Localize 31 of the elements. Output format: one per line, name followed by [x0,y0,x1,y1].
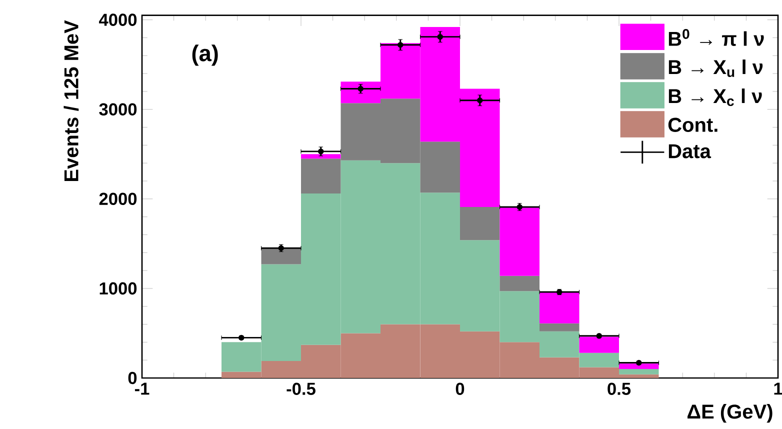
y-tick-label: 0 [128,372,137,384]
bar [261,248,302,264]
point [477,98,483,104]
bar [301,154,341,159]
legend-label: B → X$_{u}$ l ν [668,60,763,78]
legend-label: B$^{0}$ → π l ν [668,29,764,46]
bar [460,206,500,240]
y-axis-title: Events / 125 MeV [64,20,79,182]
x-tick-label: 0 [456,382,464,395]
bar [500,206,540,276]
y-tick-label: 3000 [99,103,137,116]
y-tick-label: 2000 [99,192,137,206]
legend-label: B → X$_{c}$ l ν [668,88,762,106]
legend-label: Cont. [668,118,718,132]
annotation: (a) [192,44,218,66]
point [437,34,443,40]
bar [540,323,580,332]
bar [579,336,620,353]
bar [619,369,659,374]
x-tick-label: -1 [134,382,150,395]
x-tick-label: 1 [774,382,782,395]
x-tick-label: 0.5 [608,382,631,395]
bar [500,276,540,292]
bar [540,292,580,324]
bar [619,364,659,370]
x-tick-label: -0.5 [286,382,316,395]
y-tick-label: 1000 [100,282,137,295]
point [398,42,404,48]
y-tick-label: 4000 [99,14,137,26]
legend-label: Data [668,144,712,158]
x-axis-title: ΔE (GeV) [687,404,772,423]
